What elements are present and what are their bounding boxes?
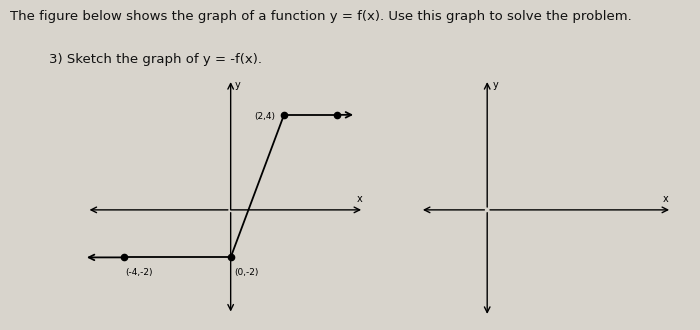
Text: 3) Sketch the graph of y = -f(x).: 3) Sketch the graph of y = -f(x). bbox=[49, 53, 262, 66]
Text: y: y bbox=[492, 81, 498, 90]
Text: x: x bbox=[663, 194, 668, 204]
Text: (2,4): (2,4) bbox=[255, 113, 276, 121]
Text: (-4,-2): (-4,-2) bbox=[125, 268, 153, 277]
Text: (0,-2): (0,-2) bbox=[234, 268, 259, 277]
Text: y: y bbox=[234, 81, 240, 90]
Text: The figure below shows the graph of a function y = f(x). Use this graph to solve: The figure below shows the graph of a fu… bbox=[10, 10, 632, 23]
Text: x: x bbox=[357, 194, 363, 204]
